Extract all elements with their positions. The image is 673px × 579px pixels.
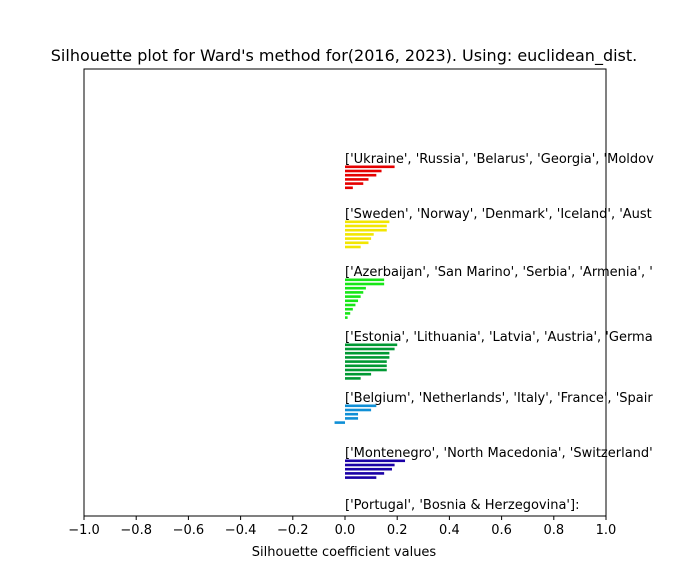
silhouette-bar [345,291,364,294]
silhouette-bar [345,295,361,298]
silhouette-bar [345,472,385,475]
cluster-0: ['Ukraine', 'Russia', 'Belarus', 'Georgi… [345,152,654,190]
cluster-label: ['Montenegro', 'North Macedonia', 'Switz… [345,446,653,461]
plot-area: ['Ukraine', 'Russia', 'Belarus', 'Georgi… [83,68,654,517]
silhouette-bar [345,343,398,347]
silhouette-bar [345,286,366,290]
x-tick-label: −0.4 [225,523,257,538]
cluster-label: ['Belgium', 'Netherlands', 'Italy', 'Fra… [345,391,653,406]
x-tick-label: 0.8 [543,523,564,538]
silhouette-bar [345,182,364,185]
silhouette-bar [345,404,377,408]
cluster-3: ['Estonia', 'Lithuania', 'Latvia', 'Aust… [345,330,653,380]
x-axis: −1.0 −0.8 −0.6 −0.4 −0.2 0.0 0.2 0.4 0.6 0.8 1.0 [68,516,616,538]
silhouette-bar [345,282,385,286]
silhouette-bar [345,368,387,372]
silhouette-bar [345,412,359,416]
silhouette-bar [345,220,390,224]
silhouette-bar [345,178,369,181]
silhouette-bar [345,307,353,311]
x-axis-label: Silhouette coefficient values [252,545,437,560]
silhouette-bar [345,173,377,177]
x-tick-label: −1.0 [68,523,100,538]
silhouette-bar [345,245,361,249]
silhouette-bar [345,233,374,236]
x-tick-label: −0.6 [173,523,205,538]
silhouette-bar [345,224,387,228]
silhouette-bar [345,278,385,282]
x-tick-label: 0.6 [491,523,512,538]
silhouette-bar [345,360,387,363]
silhouette-bar [345,165,395,169]
silhouette-bar [345,312,351,315]
cluster-1: ['Sweden', 'Norway', 'Denmark', 'Iceland… [345,207,652,249]
silhouette-bar [345,316,348,319]
silhouette-bar [345,237,372,240]
cluster-label: ['Sweden', 'Norway', 'Denmark', 'Iceland… [345,207,652,222]
x-tick-label: −0.8 [120,523,152,538]
cluster-label: ['Azerbaijan', 'San Marino', 'Serbia', '… [345,265,653,280]
silhouette-bar [345,186,353,190]
silhouette-bar [345,408,372,412]
silhouette-bar [345,463,395,467]
cluster-6: ['Portugal', 'Bosnia & Herzegovina']: [345,498,579,513]
silhouette-bar [345,303,356,307]
silhouette-bar [345,356,390,359]
cluster-label: ['Portugal', 'Bosnia & Herzegovina']: [345,498,579,513]
silhouette-bar [345,228,387,232]
silhouette-bar [345,364,387,368]
x-tick-label: 1.0 [596,523,617,538]
silhouette-bar [345,299,359,303]
silhouette-bar [345,377,361,380]
cluster-2: ['Azerbaijan', 'San Marino', 'Serbia', '… [345,265,653,319]
x-tick-label: −0.2 [277,523,309,538]
silhouette-bar [345,241,369,245]
cluster-label: ['Estonia', 'Lithuania', 'Latvia', 'Aust… [345,330,653,345]
x-tick-label: 0.2 [387,523,408,538]
silhouette-bar [345,417,359,420]
cluster-label: ['Ukraine', 'Russia', 'Belarus', 'Georgi… [345,152,654,167]
x-tick-label: 0.4 [439,523,460,538]
cluster-4: ['Belgium', 'Netherlands', 'Italy', 'Fra… [334,391,653,424]
chart-title: Silhouette plot for Ward's method for(20… [51,46,637,66]
silhouette-bar [345,467,392,471]
silhouette-bar [345,351,390,355]
silhouette-bar [345,459,406,463]
cluster-5: ['Montenegro', 'North Macedonia', 'Switz… [345,446,653,479]
silhouette-bar [345,476,377,479]
silhouette-bar [345,169,382,173]
x-tick-label: 0.0 [335,523,356,538]
silhouette-bar [334,421,345,424]
silhouette-bar [345,372,372,376]
silhouette-bar [345,347,395,351]
